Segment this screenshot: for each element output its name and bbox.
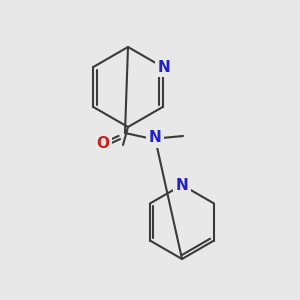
Text: N: N (157, 59, 170, 74)
Text: N: N (176, 178, 188, 193)
Text: O: O (97, 136, 110, 151)
Text: N: N (148, 130, 161, 146)
